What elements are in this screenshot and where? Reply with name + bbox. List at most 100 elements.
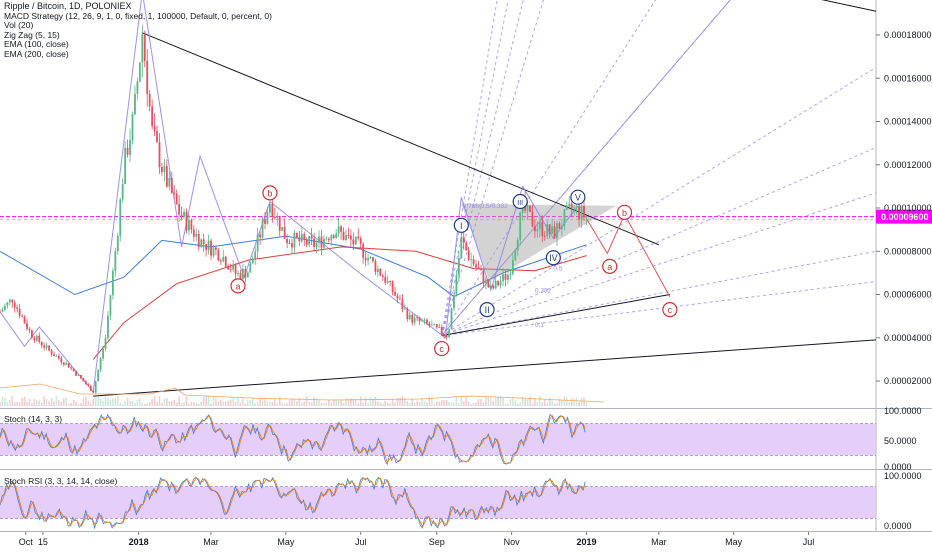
price-tick-label: 0.00002000 <box>884 376 932 386</box>
candle-body <box>283 227 286 239</box>
time-tick-label: Jul <box>355 537 367 547</box>
time-tick-label: Mar <box>203 537 219 547</box>
candle-body <box>210 240 212 256</box>
candle-body <box>60 358 63 363</box>
candle-body <box>190 219 193 230</box>
candle-body <box>43 345 46 348</box>
candle-body <box>462 236 465 243</box>
candle-body <box>180 214 183 217</box>
candle-body <box>418 317 421 322</box>
candle-body <box>136 81 139 94</box>
candle-body <box>330 235 333 241</box>
candle-body <box>369 257 372 258</box>
volume-bar <box>460 396 463 406</box>
candle-body <box>408 314 411 320</box>
candle-body <box>18 308 21 316</box>
candle-body <box>519 212 522 241</box>
wave-label-IV-text: IV <box>549 253 558 263</box>
candle-body <box>254 251 257 260</box>
price-tick-label: 0.00008000 <box>884 246 932 256</box>
volume-bar <box>406 401 409 406</box>
candle-body <box>291 243 293 248</box>
candle-body <box>286 238 288 244</box>
candle-body <box>401 299 404 309</box>
volume-bar <box>568 402 571 406</box>
candle-body <box>534 226 536 232</box>
candle-body <box>197 234 200 248</box>
candle-body <box>575 206 578 208</box>
candle-body <box>192 229 195 237</box>
candle-body <box>558 223 561 229</box>
volume-bar <box>362 402 364 406</box>
volume-bar <box>11 396 14 406</box>
volume-bar <box>215 398 217 406</box>
volume-bar <box>229 399 232 406</box>
volume-bar <box>286 403 288 406</box>
candle-body <box>28 328 31 331</box>
candle-body <box>227 266 230 270</box>
volume-bar <box>77 403 80 406</box>
volume-bar <box>254 403 256 406</box>
volume-bar <box>315 397 318 406</box>
candle-body <box>269 203 271 213</box>
volume-bar <box>303 401 306 406</box>
volume-bar <box>487 396 490 406</box>
volume-bar <box>119 402 122 406</box>
volume-bar <box>0 402 1 406</box>
wave-label-b <box>262 185 278 201</box>
volume-bar <box>524 399 526 406</box>
stoch-tick-label: 100.0000 <box>884 406 922 416</box>
volume-bar <box>89 403 92 406</box>
candle-body <box>563 209 566 226</box>
volume-bar <box>296 401 298 406</box>
volume-bar <box>585 402 588 406</box>
volume-bar <box>359 396 362 406</box>
wave-label-I <box>453 217 469 233</box>
volume-bar <box>521 396 524 406</box>
trendline-wedge_lower <box>441 294 670 337</box>
volume-bar <box>143 403 146 406</box>
trendline-descending_resistance <box>142 32 660 246</box>
projection-label-a <box>602 258 618 274</box>
candle-body <box>362 243 365 258</box>
fib-level-label: 0.1 <box>535 322 544 329</box>
volume-bar <box>244 403 247 406</box>
candle-body <box>11 299 14 303</box>
candle-body <box>89 385 92 391</box>
volume-bar <box>526 399 529 406</box>
price-tick-label: 0.00016000 <box>884 73 932 83</box>
candle-body <box>384 277 387 283</box>
fib-fan-line <box>441 67 877 337</box>
volume-bar <box>197 403 200 406</box>
volume-bar <box>330 402 333 406</box>
volume-bar <box>408 402 411 406</box>
candle-body <box>543 235 546 237</box>
volume-bar <box>264 399 266 406</box>
candle-body <box>538 222 541 230</box>
candle-body <box>556 223 558 239</box>
volume-bar <box>65 397 68 406</box>
projection-path <box>586 213 671 297</box>
candle-body <box>413 317 416 323</box>
volume-bar <box>379 402 382 406</box>
volume-bar <box>55 396 58 406</box>
volume-bar <box>426 402 428 406</box>
volume-bar <box>126 398 129 406</box>
wave-label-I-text: I <box>460 221 463 231</box>
candle-body <box>296 232 298 238</box>
volume-bar <box>48 401 50 406</box>
volume-bar <box>4 397 6 406</box>
candle-body <box>484 279 487 284</box>
candle-body <box>332 235 335 239</box>
candle-body <box>561 225 563 229</box>
candle-body <box>453 295 455 309</box>
candle-body <box>143 34 146 61</box>
volume-bar <box>342 403 345 406</box>
volume-bar <box>26 402 28 406</box>
candle-body <box>445 335 448 337</box>
volume-bar <box>210 403 212 406</box>
candle-body <box>202 239 205 245</box>
candle-body <box>134 93 136 115</box>
candle-body <box>219 260 222 262</box>
